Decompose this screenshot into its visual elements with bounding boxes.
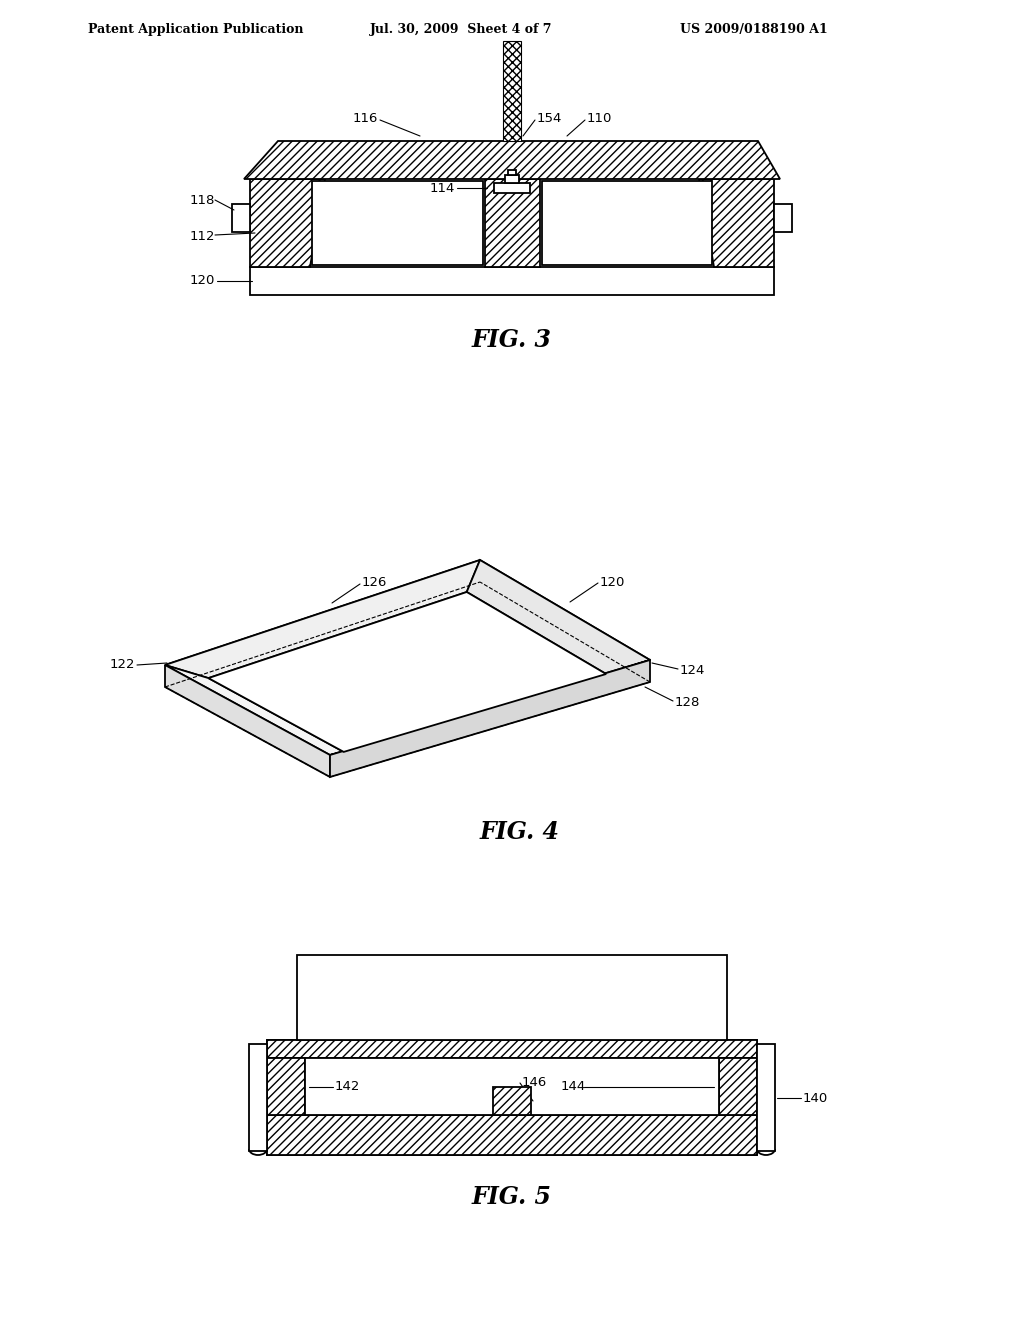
Bar xyxy=(757,1044,775,1151)
Bar xyxy=(493,1086,531,1115)
Bar xyxy=(267,1040,757,1059)
Bar xyxy=(267,1115,757,1155)
Text: 154: 154 xyxy=(537,112,562,125)
Bar xyxy=(250,267,774,294)
Bar xyxy=(305,1059,719,1115)
Bar xyxy=(249,1044,267,1151)
Polygon shape xyxy=(467,560,650,675)
Bar xyxy=(232,205,250,232)
Polygon shape xyxy=(330,660,650,777)
Bar xyxy=(508,170,516,176)
Text: 124: 124 xyxy=(680,664,706,676)
Text: 114: 114 xyxy=(430,181,455,194)
Text: FIG. 4: FIG. 4 xyxy=(480,820,560,843)
Polygon shape xyxy=(209,591,606,752)
Polygon shape xyxy=(165,665,344,755)
Text: 112: 112 xyxy=(189,230,215,243)
Text: 146: 146 xyxy=(522,1076,547,1089)
Bar xyxy=(494,183,530,193)
Text: 120: 120 xyxy=(189,275,215,288)
Bar xyxy=(719,1059,757,1115)
Text: 128: 128 xyxy=(675,696,700,709)
Polygon shape xyxy=(165,560,650,755)
Bar xyxy=(267,1040,757,1155)
Bar xyxy=(267,1059,305,1115)
Text: 144: 144 xyxy=(561,1081,586,1093)
Bar xyxy=(774,205,792,232)
Polygon shape xyxy=(699,180,774,267)
Text: 140: 140 xyxy=(803,1092,828,1105)
Text: US 2009/0188190 A1: US 2009/0188190 A1 xyxy=(680,24,827,37)
Text: FIG. 3: FIG. 3 xyxy=(472,327,552,352)
Text: 122: 122 xyxy=(110,659,135,672)
Text: Patent Application Publication: Patent Application Publication xyxy=(88,24,303,37)
Polygon shape xyxy=(485,180,540,267)
Polygon shape xyxy=(330,660,650,755)
Polygon shape xyxy=(165,665,330,777)
Bar xyxy=(542,181,712,265)
Bar xyxy=(312,181,483,265)
Text: Jul. 30, 2009  Sheet 4 of 7: Jul. 30, 2009 Sheet 4 of 7 xyxy=(370,24,553,37)
Text: FIG. 5: FIG. 5 xyxy=(472,1185,552,1209)
Text: 142: 142 xyxy=(335,1081,360,1093)
Polygon shape xyxy=(250,180,325,267)
Bar xyxy=(297,954,727,1040)
Bar xyxy=(505,176,519,183)
Text: 120: 120 xyxy=(600,576,626,589)
Text: 110: 110 xyxy=(587,112,612,125)
Polygon shape xyxy=(244,141,780,180)
Text: 126: 126 xyxy=(362,577,387,590)
Text: 118: 118 xyxy=(189,194,215,206)
Bar xyxy=(503,41,521,141)
Polygon shape xyxy=(165,560,480,678)
Text: 116: 116 xyxy=(352,112,378,125)
